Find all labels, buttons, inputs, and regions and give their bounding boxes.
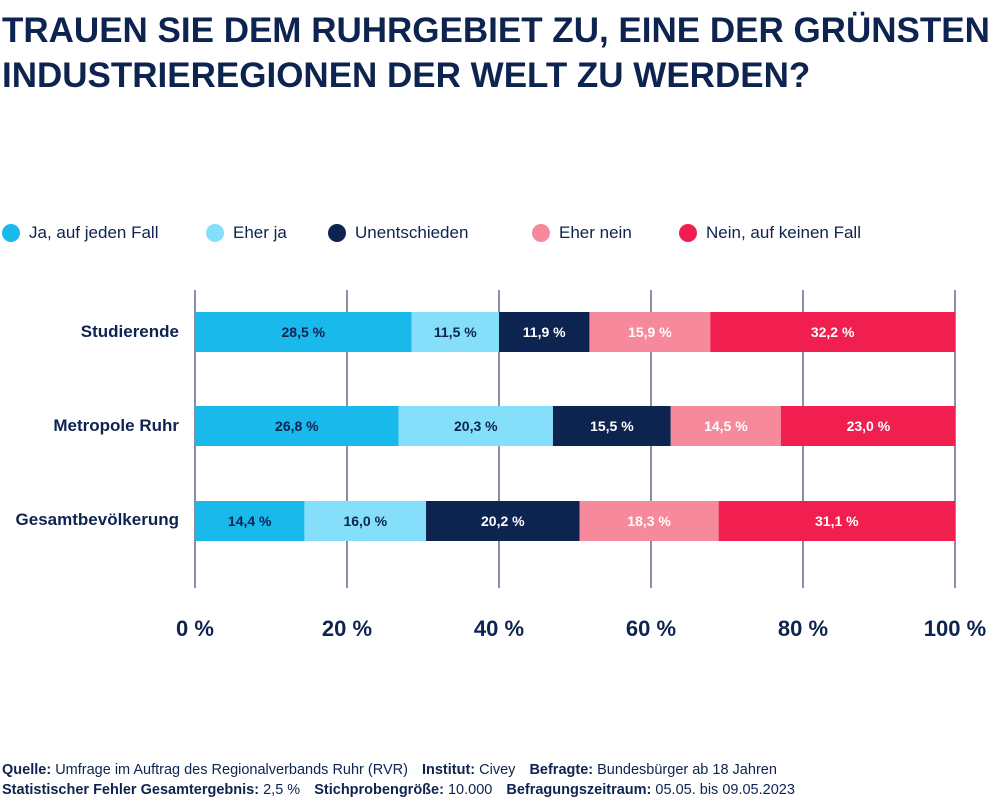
category-label-studierende: Studierende	[80, 322, 179, 341]
data-label-studierende-nein-auf-keinen-fall: 32,2 %	[811, 324, 855, 340]
data-label-gesamtbev-lkerung-nein-auf-keinen-fall: 31,1 %	[815, 513, 859, 529]
legend-item-ja-auf-jeden-fall: Ja, auf jeden Fall	[2, 223, 158, 243]
legend-dot-icon	[2, 224, 20, 242]
legend-label: Ja, auf jeden Fall	[29, 223, 159, 242]
legend-dot-icon	[532, 224, 550, 242]
data-label-gesamtbev-lkerung-ja-auf-jeden-fall: 14,4 %	[228, 513, 272, 529]
bar-segment-studierende-nein-auf-keinen-fall	[710, 312, 955, 352]
x-tick-label: 100 %	[924, 616, 986, 641]
legend-dot-icon	[328, 224, 346, 242]
x-tick-label: 60 %	[626, 616, 676, 641]
data-label-gesamtbev-lkerung-unentschieden: 20,2 %	[481, 513, 525, 529]
legend-item-unentschieden: Unentschieden	[328, 223, 468, 243]
footer-source-value: Umfrage im Auftrag des Regionalverbands …	[55, 762, 408, 778]
legend-label: Unentschieden	[355, 223, 469, 242]
bar-segment-gesamtbev-lkerung-eher-nein	[579, 501, 719, 541]
footer-error-value: 2,5 %	[263, 782, 301, 798]
data-label-studierende-eher-ja: 11,5 %	[434, 324, 477, 340]
x-tick-label: 40 %	[474, 616, 524, 641]
bar-segment-gesamtbev-lkerung-eher-ja	[304, 501, 427, 541]
bar-segment-studierende-eher-nein	[589, 312, 711, 352]
legend-dot-icon	[206, 224, 224, 242]
legend-item-eher-nein: Eher nein	[532, 223, 632, 243]
footer-sample-value: 10.000	[447, 782, 493, 798]
bar-segment-studierende-ja-auf-jeden-fall	[195, 312, 412, 352]
legend-item-nein-auf-keinen-fall: Nein, auf keinen Fall	[679, 223, 861, 243]
bar-segment-studierende-eher-ja	[411, 312, 499, 352]
footer-line-2: Statistischer Fehler Gesamtergebnis: 2,5…	[2, 780, 795, 800]
title-line-2: INDUSTRIEREGIONEN DER WELT ZU WERDEN?	[2, 56, 811, 95]
data-label-studierende-unentschieden: 11,9 %	[523, 324, 566, 340]
x-tick-label: 0 %	[176, 616, 214, 641]
category-label-metropole-ruhr: Metropole Ruhr	[53, 416, 179, 435]
bar-segment-metropole-ruhr-ja-auf-jeden-fall	[195, 406, 399, 446]
footer-institute-label: Institut:	[421, 762, 476, 778]
footer-period-label: Befragungszeitraum:	[506, 782, 652, 798]
data-label-metropole-ruhr-eher-nein: 14,5 %	[704, 418, 748, 434]
footer-source-label: Quelle:	[2, 762, 52, 778]
title-line-1: TRAUEN SIE DEM RUHRGEBIET ZU, EINE DER G…	[2, 11, 990, 50]
bar-segment-gesamtbev-lkerung-ja-auf-jeden-fall	[195, 501, 305, 541]
legend-dot-icon	[679, 224, 697, 242]
footer-line-1: Quelle: Umfrage im Auftrag des Regionalv…	[2, 760, 795, 780]
stacked-bar-chart: 0 % 20 % 40 % 60 % 80 % 100 % 28,5 % 11,5 % 11,9…	[176, 290, 986, 641]
data-label-metropole-ruhr-nein-auf-keinen-fall: 23,0 %	[847, 418, 891, 434]
footer-respondents-label: Befragte:	[529, 762, 594, 778]
category-label-gesamtbevoelkerung: Gesamtbevölkerung	[15, 510, 179, 529]
bar-segment-metropole-ruhr-eher-ja	[398, 406, 553, 446]
data-label-metropole-ruhr-eher-ja: 20,3 %	[454, 418, 498, 434]
data-label-studierende-ja-auf-jeden-fall: 28,5 %	[282, 324, 326, 340]
bar-segment-metropole-ruhr-eher-nein	[670, 406, 781, 446]
data-label-studierende-eher-nein: 15,9 %	[628, 324, 672, 340]
footer-error-label: Statistischer Fehler Gesamtergebnis:	[2, 782, 260, 798]
x-tick-label: 20 %	[322, 616, 372, 641]
bar-segment-studierende-unentschieden	[499, 312, 590, 352]
footer-institute-value: Civey	[479, 762, 516, 778]
page-title: TRAUEN SIE DEM RUHRGEBIET ZU, EINE DER G…	[2, 8, 999, 98]
footer-respondents-value: Bundesbürger ab 18 Jahren	[597, 762, 777, 778]
bar-segment-gesamtbev-lkerung-unentschieden	[426, 501, 580, 541]
bar-segment-metropole-ruhr-nein-auf-keinen-fall	[780, 406, 956, 446]
data-label-gesamtbev-lkerung-eher-ja: 16,0 %	[343, 513, 387, 529]
legend-label: Eher ja	[233, 223, 287, 242]
data-label-metropole-ruhr-ja-auf-jeden-fall: 26,8 %	[275, 418, 319, 434]
legend-item-eher-ja: Eher ja	[206, 223, 287, 243]
bar-segment-metropole-ruhr-unentschieden	[552, 406, 671, 446]
data-label-gesamtbev-lkerung-eher-nein: 18,3 %	[627, 513, 671, 529]
legend-label: Nein, auf keinen Fall	[706, 223, 861, 242]
footer-notes: Quelle: Umfrage im Auftrag des Regionalv…	[2, 760, 795, 800]
legend-label: Eher nein	[559, 223, 632, 242]
data-label-metropole-ruhr-unentschieden: 15,5 %	[590, 418, 634, 434]
chart-legend: Ja, auf jeden Fall Eher ja Unentschieden…	[0, 223, 999, 249]
x-tick-label: 80 %	[778, 616, 828, 641]
footer-sample-label: Stichprobengröße:	[314, 782, 444, 798]
footer-period-value: 05.05. bis 09.05.2023	[655, 782, 795, 798]
bar-segment-gesamtbev-lkerung-nein-auf-keinen-fall	[718, 501, 955, 541]
